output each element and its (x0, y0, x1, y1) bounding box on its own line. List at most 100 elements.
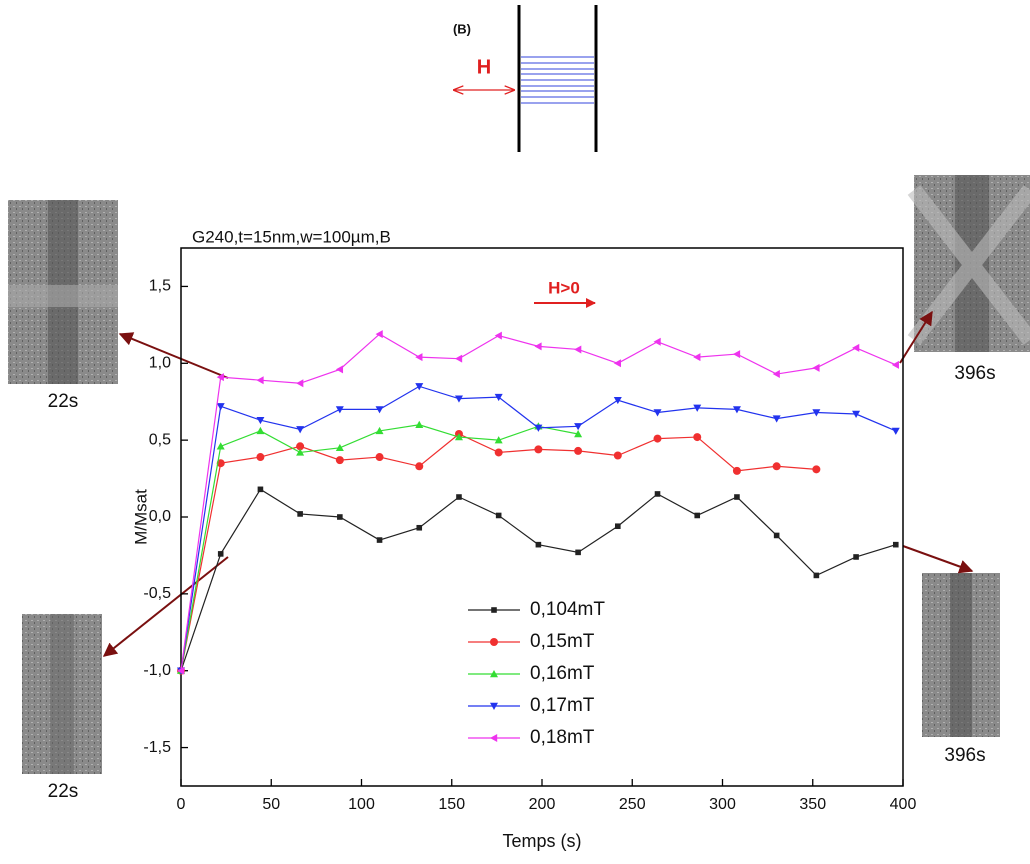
marker (734, 494, 740, 500)
x-axis-label: Temps (s) (502, 831, 581, 851)
marker (615, 523, 621, 530)
chart-title: G240,t=15nm,w=100µm,B (192, 227, 391, 246)
marker (853, 554, 859, 560)
marker (491, 607, 497, 613)
marker (654, 491, 661, 497)
x-tick-label: 100 (348, 796, 375, 813)
marker (216, 373, 224, 382)
image-label: 396s (954, 363, 995, 384)
y-tick-label: -0,5 (143, 585, 171, 602)
marker (653, 434, 662, 443)
marker (575, 549, 581, 556)
marker (335, 365, 344, 374)
marker (732, 466, 741, 475)
marker (415, 420, 424, 428)
legend-label: 0,17mT (530, 695, 595, 716)
marker (296, 442, 305, 451)
marker (852, 410, 861, 419)
x-tick-label: 400 (890, 796, 917, 813)
image-label: 22s (48, 391, 79, 412)
marker (335, 443, 344, 452)
marker (694, 512, 701, 519)
marker (653, 409, 662, 417)
marker (297, 511, 303, 517)
marker (257, 486, 264, 493)
image-label: 396s (944, 745, 985, 766)
marker (256, 376, 264, 385)
marker (891, 360, 899, 369)
x-tick-label: 50 (262, 796, 280, 813)
marker (177, 666, 185, 675)
x-tick-label: 250 (619, 796, 646, 813)
marker (494, 436, 503, 444)
marker (376, 537, 383, 543)
marker (375, 453, 384, 462)
marker (653, 337, 661, 346)
field-label: H (477, 56, 491, 78)
marker (256, 416, 265, 425)
marker (574, 423, 583, 431)
marker (812, 465, 821, 474)
marker (494, 393, 503, 402)
marker (534, 342, 542, 351)
y-tick-label: 1,0 (149, 355, 171, 372)
y-tick-label: -1,0 (143, 662, 171, 679)
image-label: 22s (48, 781, 79, 802)
marker (535, 541, 542, 548)
legend-label: 0,16mT (530, 663, 595, 684)
marker (256, 426, 265, 435)
marker (534, 424, 543, 432)
marker (375, 406, 384, 414)
marker (415, 383, 424, 391)
marker (454, 354, 463, 363)
marker (732, 350, 741, 359)
marker (574, 446, 583, 455)
marker (296, 426, 305, 434)
marker (375, 330, 383, 339)
x-tick-label: 150 (438, 796, 465, 813)
marker (892, 541, 899, 548)
marker (217, 551, 224, 557)
marker (375, 426, 384, 435)
marker (415, 462, 424, 471)
marker (337, 514, 343, 520)
marker (773, 532, 780, 539)
marker (772, 415, 781, 423)
marker (613, 451, 622, 460)
marker (613, 396, 622, 405)
marker (891, 427, 900, 435)
marker (335, 406, 344, 414)
marker (490, 702, 498, 710)
marker (456, 494, 462, 500)
marker (494, 331, 502, 340)
marker (693, 433, 702, 442)
series-line (180, 433, 817, 671)
legend-label: 0,18mT (530, 727, 595, 748)
marker (416, 524, 423, 531)
marker (812, 409, 821, 417)
legend-label: 0,104mT (530, 599, 605, 620)
x-tick-label: 200 (529, 796, 556, 813)
marker (693, 353, 701, 362)
legend-label: 0,15mT (530, 631, 595, 652)
panel-label: (B) (453, 21, 471, 36)
marker (852, 343, 860, 352)
marker (216, 442, 225, 450)
marker (613, 359, 622, 368)
marker (490, 734, 498, 742)
schematic (454, 5, 598, 152)
marker (495, 512, 502, 519)
marker (534, 445, 543, 454)
marker (494, 448, 503, 457)
marker (813, 572, 820, 579)
marker (256, 453, 265, 462)
marker (296, 379, 304, 388)
marker (732, 406, 741, 414)
marker (772, 370, 780, 379)
marker (454, 433, 463, 441)
marker (693, 404, 702, 412)
y-tick-label: -1,5 (143, 739, 171, 756)
marker (574, 429, 583, 438)
marker (490, 670, 498, 678)
